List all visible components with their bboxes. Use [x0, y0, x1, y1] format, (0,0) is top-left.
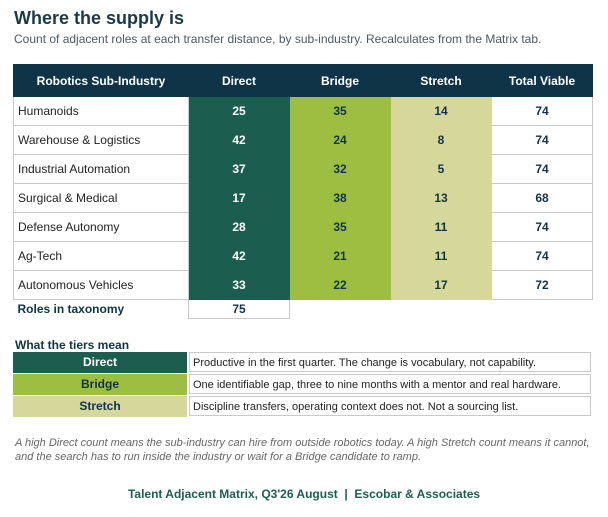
- cell-total: 74: [491, 125, 593, 155]
- tier-label-bridge: Bridge: [13, 374, 187, 395]
- cell-subindustry: Surgical & Medical: [13, 183, 189, 213]
- tier-label-direct: Direct: [13, 352, 187, 373]
- cell-total: 74: [491, 154, 593, 184]
- tiers-title: What the tiers mean: [15, 338, 130, 352]
- tier-desc-bridge: One identifiable gap, three to nine mont…: [189, 374, 591, 394]
- tier-bridge: Bridge One identifiable gap, three to ni…: [13, 374, 591, 395]
- footer-credit: Talent Adjacent Matrix, Q3'26 August | E…: [127, 487, 481, 501]
- cell-stretch: 13: [390, 183, 492, 213]
- cell-stretch: 14: [390, 96, 492, 126]
- roles-row: Roles in taxonomy 75: [14, 299, 593, 319]
- supply-table: Robotics Sub-Industry Direct Bridge Stre…: [13, 64, 593, 319]
- cell-bridge: 21: [289, 241, 391, 271]
- cell-direct: 37: [188, 154, 290, 184]
- col-header-direct: Direct: [188, 64, 290, 97]
- table-row: Autonomous Vehicles 33 22 17 72: [13, 270, 593, 300]
- tier-direct: Direct Productive in the first quarter. …: [13, 352, 591, 373]
- cell-direct: 28: [188, 212, 290, 242]
- tier-desc-stretch: Discipline transfers, operating context …: [189, 396, 591, 416]
- cell-subindustry: Humanoids: [13, 96, 189, 126]
- roles-value: 75: [188, 299, 290, 319]
- table-header-row: Robotics Sub-Industry Direct Bridge Stre…: [13, 64, 593, 97]
- cell-bridge: 24: [289, 125, 391, 155]
- cell-stretch: 11: [390, 241, 492, 271]
- page-title: Where the supply is: [14, 8, 185, 28]
- cell-total: 74: [491, 212, 593, 242]
- cell-bridge: 32: [289, 154, 391, 184]
- cell-stretch: 5: [390, 154, 492, 184]
- col-header-total: Total Viable: [491, 64, 593, 97]
- cell-bridge: 22: [289, 270, 391, 300]
- cell-total: 74: [491, 96, 593, 126]
- page-subtitle: Count of adjacent roles at each transfer…: [14, 32, 542, 46]
- footnote: A high Direct count means the sub-indust…: [15, 437, 590, 463]
- col-header-bridge: Bridge: [289, 64, 391, 97]
- cell-subindustry: Warehouse & Logistics: [13, 125, 189, 155]
- cell-total: 74: [491, 241, 593, 271]
- cell-subindustry: Defense Autonomy: [13, 212, 189, 242]
- table-row: Surgical & Medical 17 38 13 68: [13, 183, 593, 213]
- cell-subindustry: Industrial Automation: [13, 154, 189, 184]
- cell-direct: 42: [188, 125, 290, 155]
- cell-direct: 17: [188, 183, 290, 213]
- col-header-stretch: Stretch: [390, 64, 492, 97]
- table-row: Industrial Automation 37 32 5 74: [13, 154, 593, 184]
- table-row: Ag-Tech 42 21 11 74: [13, 241, 593, 271]
- cell-subindustry: Ag-Tech: [13, 241, 189, 271]
- tier-label-stretch: Stretch: [13, 396, 187, 417]
- tier-stretch: Stretch Discipline transfers, operating …: [13, 396, 591, 417]
- cell-bridge: 35: [289, 212, 391, 242]
- cell-stretch: 8: [390, 125, 492, 155]
- cell-total: 72: [491, 270, 593, 300]
- cell-bridge: 38: [289, 183, 391, 213]
- cell-stretch: 17: [390, 270, 492, 300]
- table-row: Defense Autonomy 28 35 11 74: [13, 212, 593, 242]
- cell-bridge: 35: [289, 96, 391, 126]
- roles-label: Roles in taxonomy: [17, 302, 125, 317]
- table-row: Warehouse & Logistics 42 24 8 74: [13, 125, 593, 155]
- cell-direct: 42: [188, 241, 290, 271]
- cell-direct: 25: [188, 96, 290, 126]
- cell-direct: 33: [188, 270, 290, 300]
- cell-total: 68: [491, 183, 593, 213]
- cell-stretch: 11: [390, 212, 492, 242]
- cell-subindustry: Autonomous Vehicles: [13, 270, 189, 300]
- tier-desc-direct: Productive in the first quarter. The cha…: [189, 352, 591, 372]
- table-row: Humanoids 25 35 14 74: [13, 96, 593, 126]
- col-header-subindustry: Robotics Sub-Industry: [13, 64, 189, 97]
